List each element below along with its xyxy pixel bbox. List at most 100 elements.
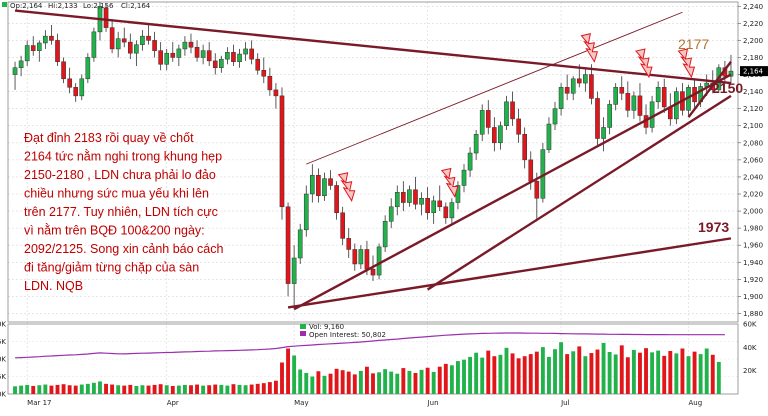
candle [589, 64, 594, 105]
volume-bar [195, 384, 199, 394]
candle-body [346, 238, 352, 250]
candle [273, 83, 279, 109]
candle-body [479, 110, 485, 135]
candle-body [303, 193, 309, 231]
candle-body [61, 61, 66, 80]
candle [36, 40, 42, 62]
date-tick-label: Apr [167, 399, 179, 407]
price-tick-label: 2,080 [743, 139, 763, 147]
candle-body [504, 101, 509, 126]
volume-bars [13, 342, 721, 394]
volume-bar [176, 385, 181, 394]
candle [322, 172, 327, 201]
candle [121, 27, 127, 48]
volume-bar [219, 384, 224, 394]
candle [407, 185, 412, 207]
candle [55, 33, 60, 66]
candle-body [583, 74, 588, 84]
volume-axis-left: 0K 5K 10K 15K 20K [0, 321, 6, 399]
candle-body [36, 42, 42, 51]
candle [176, 44, 182, 66]
candle [516, 108, 521, 143]
volume-bar [146, 385, 151, 394]
volume-bar [625, 357, 630, 394]
candle-body [492, 127, 497, 144]
candle-body [534, 180, 540, 199]
volume-bar [110, 384, 115, 394]
volume-bar [431, 371, 436, 394]
candle [564, 74, 570, 101]
candle [61, 57, 66, 84]
candle [212, 53, 218, 75]
candle [140, 30, 145, 51]
candle-body [473, 134, 479, 154]
volume-bar [182, 384, 187, 394]
candle-body [322, 178, 327, 196]
open-interest-tick-label: 60K [743, 321, 757, 329]
candle [595, 91, 600, 148]
candle [127, 33, 133, 60]
volume-bar [631, 349, 636, 394]
volume-bar [292, 355, 297, 394]
volume-bar [650, 352, 655, 394]
warning-arrow [635, 48, 653, 79]
volume-bar [304, 373, 309, 394]
candle-body [12, 67, 18, 75]
volume-bar [273, 380, 278, 394]
commentary-line: 2164 tức nằm nghi trong khung hẹp [24, 149, 222, 164]
candle-body [340, 212, 345, 239]
commentary-text: Đạt đỉnh 2183 rồi quay về chốt 2164 tức n… [24, 131, 224, 293]
candle [437, 185, 443, 212]
candle-body [613, 87, 619, 105]
volume-bar [559, 342, 564, 394]
candle [394, 185, 400, 216]
candle [194, 40, 200, 62]
volume-bar [692, 351, 697, 394]
oi-legend-swatch [300, 331, 306, 336]
volume-bar [589, 353, 594, 394]
date-tick-label: Jun [427, 399, 439, 407]
commentary-line: 2150-2180 , LDN chưa phải lo đảo [24, 168, 216, 182]
candle-body [182, 41, 188, 50]
price-tick-label: 2,000 [743, 208, 763, 216]
ohlc-header-swatch [2, 2, 7, 7]
price-tick-label: 2,040 [743, 173, 763, 181]
candle [103, 4, 109, 32]
volume-bar [644, 348, 648, 394]
candle [267, 67, 273, 96]
volume-bar [498, 354, 503, 394]
candle-body [655, 87, 661, 103]
level-label-1973: 1973 [698, 219, 729, 235]
volume-bar [583, 356, 588, 394]
volume-bar [516, 358, 521, 394]
price-tick-label: 1,900 [743, 293, 763, 301]
candle-body [279, 95, 285, 208]
candle [667, 93, 673, 126]
candle [728, 54, 734, 84]
candle [649, 95, 655, 133]
volume-bar [19, 385, 24, 394]
candle [115, 31, 121, 58]
volume-bar [310, 376, 315, 394]
candle [686, 84, 691, 116]
volume-bar [122, 385, 127, 394]
candle [637, 83, 643, 122]
candle-body [158, 50, 163, 65]
volume-bar [662, 355, 667, 394]
volume-bar [91, 382, 96, 394]
volume-bar [352, 374, 357, 394]
volume-bar [225, 385, 230, 394]
trendline [306, 11, 683, 165]
candle-body [601, 127, 606, 139]
volume-bar [704, 348, 709, 394]
candle [206, 42, 212, 66]
candle-body [316, 174, 321, 196]
volume-bar [674, 353, 679, 394]
candle-body [358, 249, 364, 265]
candle-body [328, 178, 333, 186]
volume-bar [565, 354, 570, 394]
candle [328, 170, 333, 190]
candle [358, 245, 364, 270]
candle [546, 117, 552, 154]
volume-bar [443, 363, 448, 394]
